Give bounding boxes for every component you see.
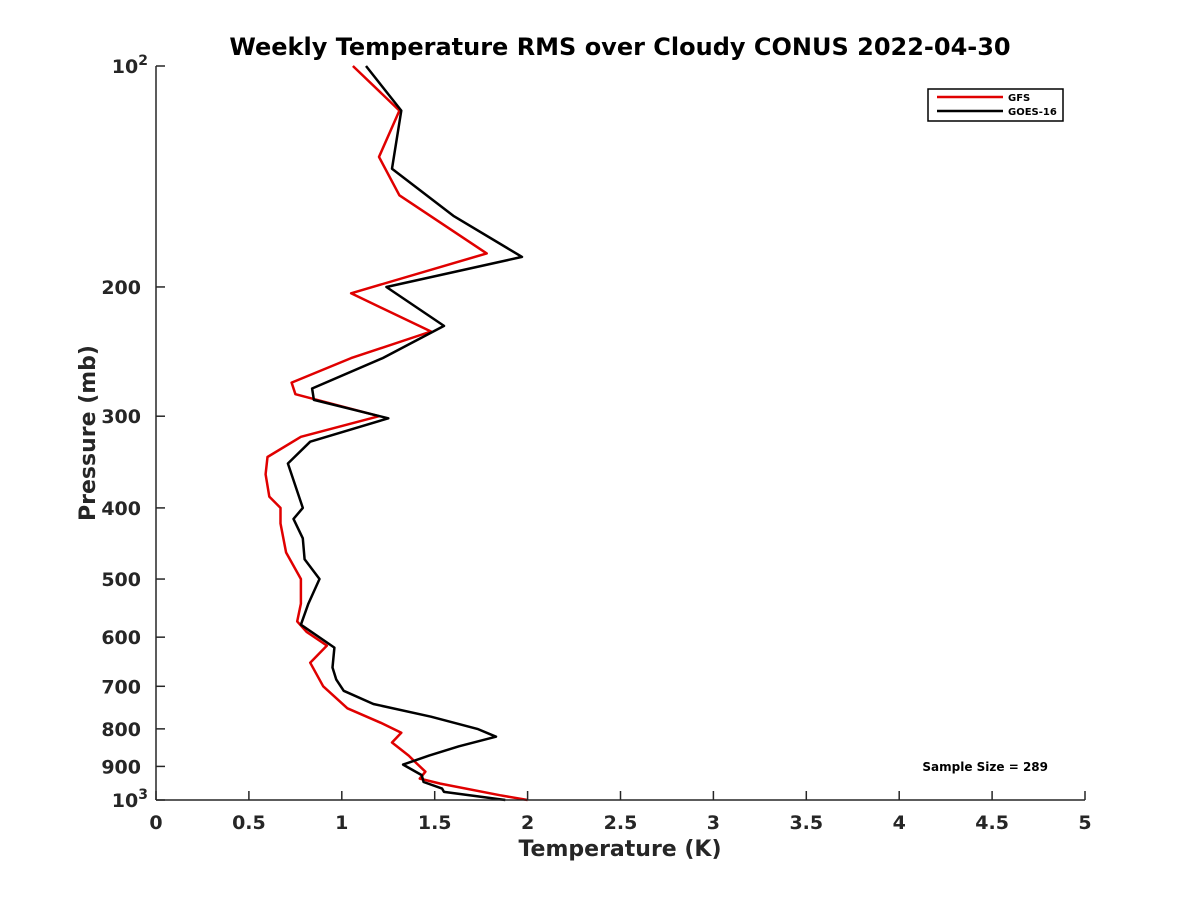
y-tick-label: 200 [101,277,141,299]
x-axis-label: Temperature (K) [518,837,721,862]
y-tick-label: 400 [101,498,141,520]
y-tick-label: 103 [112,787,148,812]
legend-box [927,88,1064,122]
y-tick-label: 500 [101,569,141,591]
x-tick-label: 3 [707,812,720,834]
plot-lines [264,65,528,802]
y-tick-label: 102 [112,53,148,78]
x-tick-label: 1 [335,812,348,834]
y-axis-label: Pressure (mb) [76,345,101,521]
y-tick-label: 700 [101,676,141,698]
y-tick-label-base: 10 [112,56,138,78]
x-tick-label: 4 [893,812,906,834]
x-tick-label: 2 [521,812,534,834]
x-tick-label: 0.5 [232,812,266,834]
series-line-gfs [264,65,528,802]
chart-title: Weekly Temperature RMS over Cloudy CONUS… [229,33,1010,61]
series-line-goes-16 [286,65,524,802]
y-tick-label-base: 10 [112,790,138,812]
y-tick-label-exponent: 3 [138,787,148,803]
y-tick-label-exponent: 2 [138,53,148,69]
legend-label-gfs: GFS [1008,93,1030,104]
x-tick-label: 1.5 [418,812,452,834]
y-tick-label: 900 [101,756,141,778]
y-tick-label: 300 [101,406,141,428]
legend: GFS GOES-16 [927,88,1064,122]
x-tick-label: 2.5 [604,812,638,834]
legend-label-goes-16: GOES-16 [1008,107,1057,118]
x-tick-label: 4.5 [975,812,1009,834]
x-axis-ticks: 0 0.5 1 1.5 2 2.5 3 3.5 4 4.5 5 [149,791,1092,834]
x-tick-label: 3.5 [789,812,823,834]
y-tick-label: 800 [101,719,141,741]
y-tick-label: 600 [101,627,141,649]
x-tick-label: 5 [1078,812,1091,834]
x-tick-label: 0 [149,812,162,834]
sample-size-annotation: Sample Size = 289 [922,760,1048,774]
